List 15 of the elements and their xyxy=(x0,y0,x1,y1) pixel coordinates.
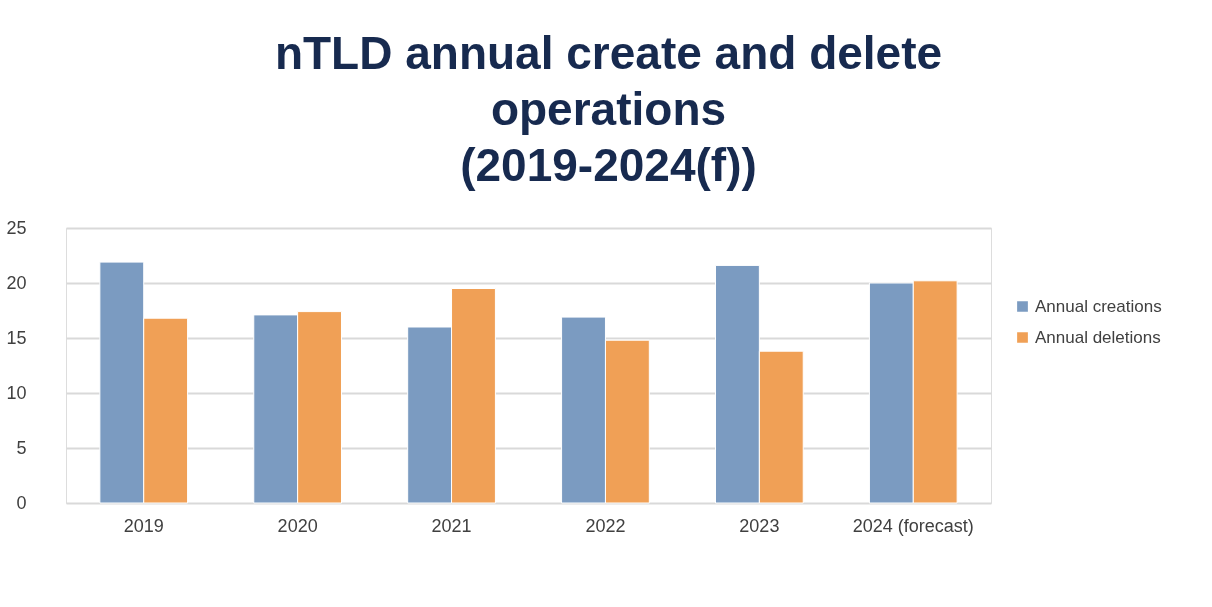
legend-label: Annual creations xyxy=(1035,296,1162,316)
y-tick-label: 15 xyxy=(6,327,27,348)
y-tick-label: 0 xyxy=(16,492,27,513)
x-tick-label: 2019 xyxy=(123,515,164,536)
x-tick-label: 2020 xyxy=(277,515,318,536)
x-tick-label: 2022 xyxy=(585,515,626,536)
y-tick-label: 20 xyxy=(6,272,27,293)
y-tick-label: 5 xyxy=(16,437,27,458)
x-tick-label: 2024 (forecast) xyxy=(852,515,974,536)
x-tick-label: 2021 xyxy=(431,515,472,536)
y-tick-label: 10 xyxy=(6,382,27,403)
legend-label: Annual deletions xyxy=(1035,327,1161,347)
chart-title: nTLD annual create and delete operations (2019-2024(f)) xyxy=(274,27,943,191)
y-tick-label: 25 xyxy=(6,217,27,238)
x-tick-label: 2023 xyxy=(739,515,780,536)
